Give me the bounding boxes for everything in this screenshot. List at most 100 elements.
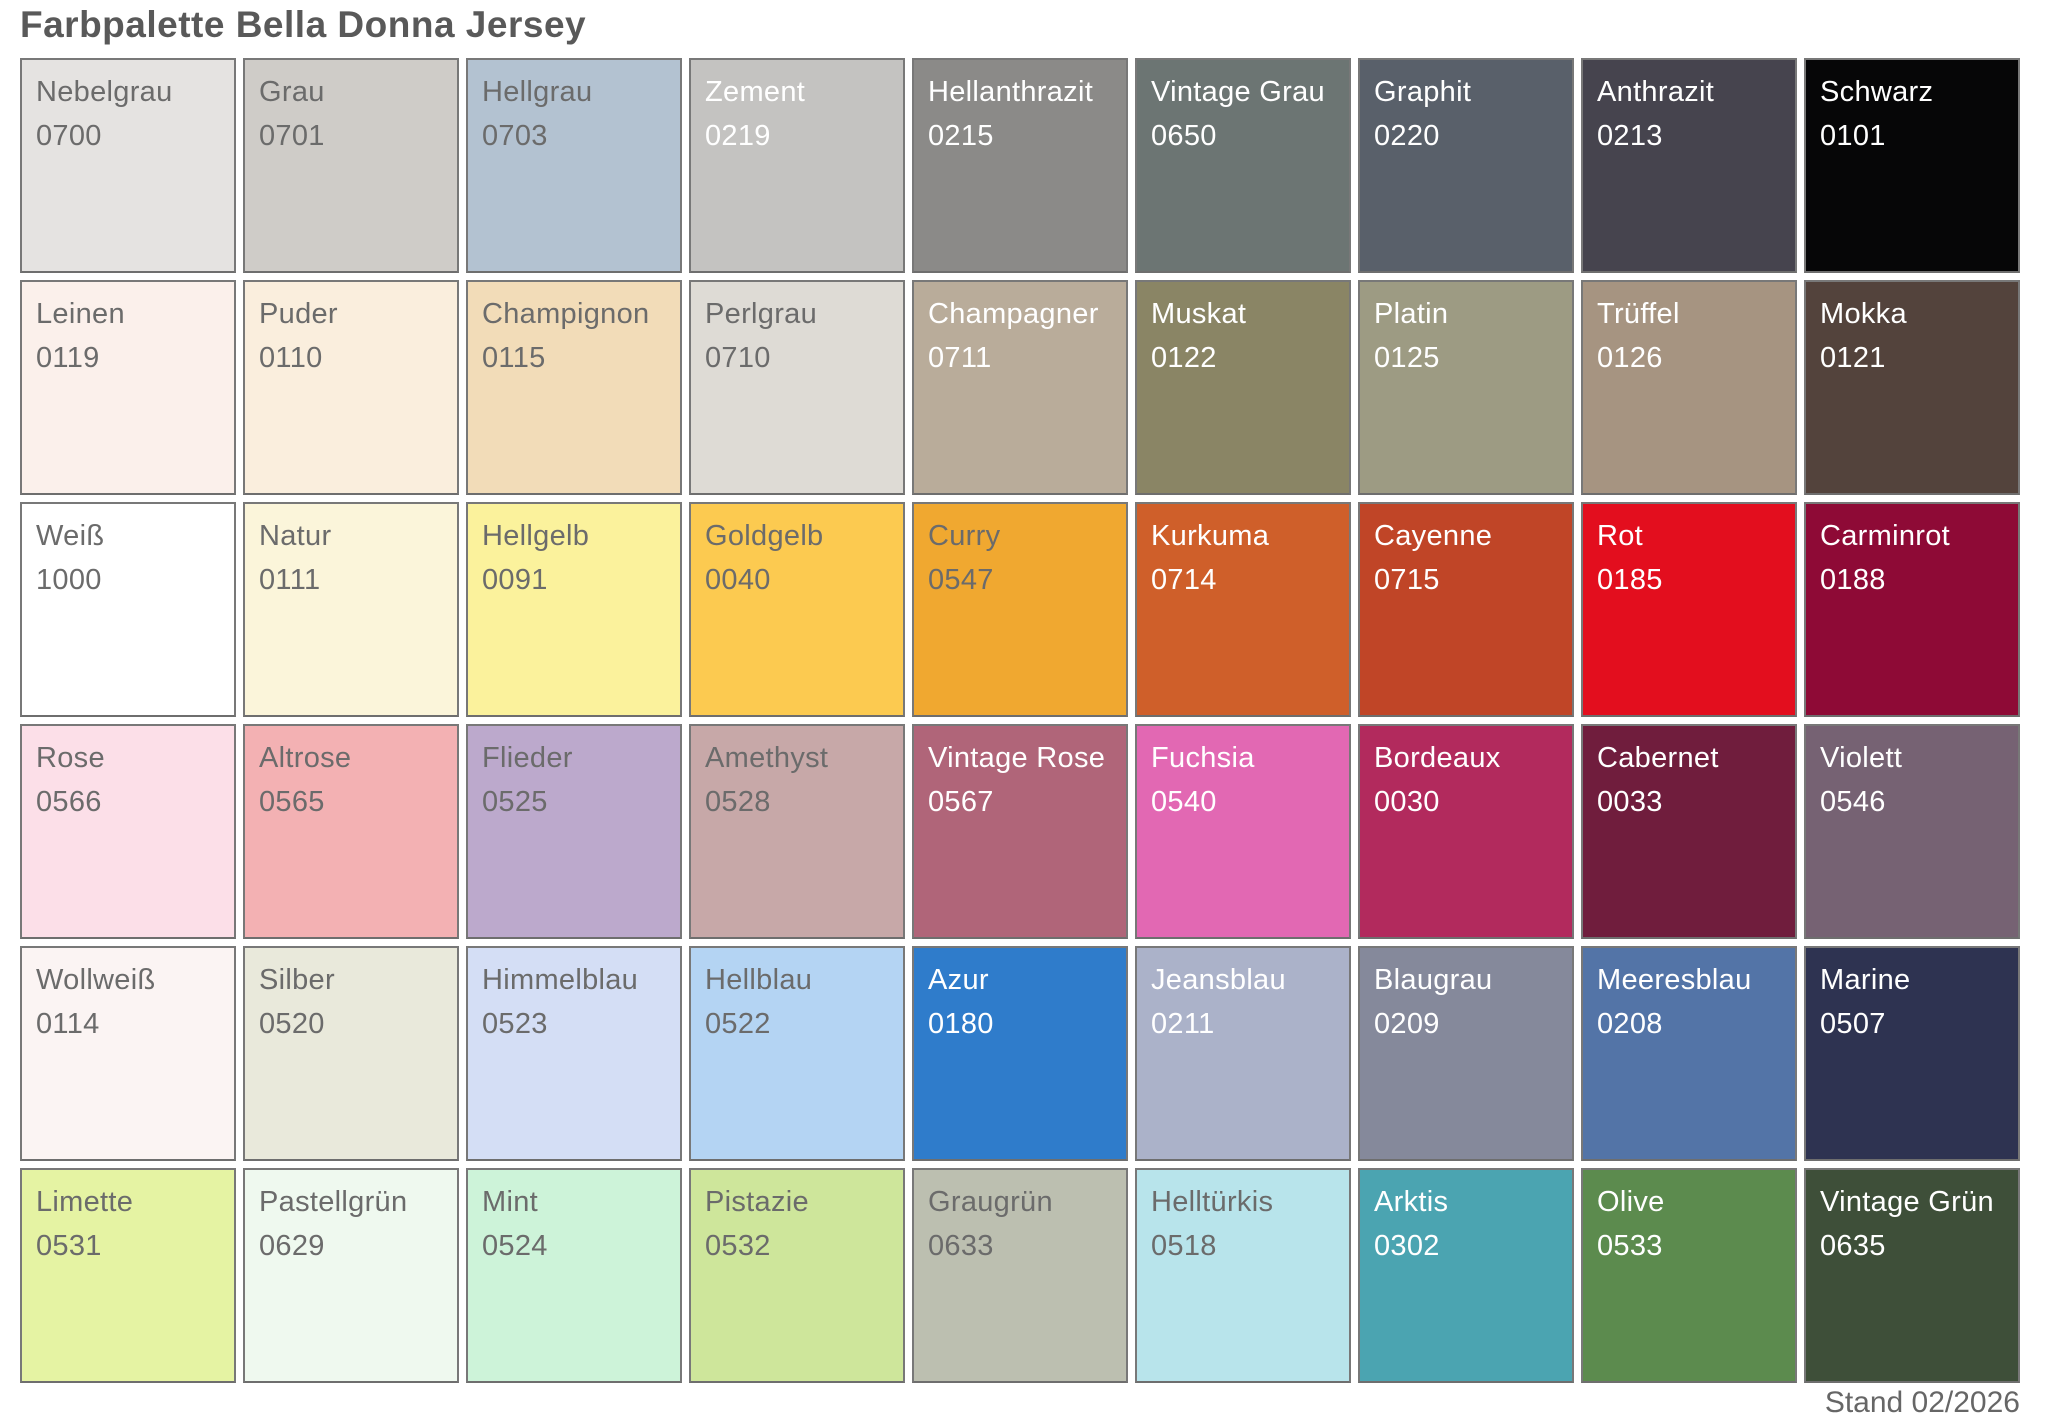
swatch-code: 0215 bbox=[928, 120, 994, 152]
swatch-name: Hellgelb bbox=[482, 520, 590, 552]
swatch-name: Grau bbox=[259, 76, 325, 108]
swatch-name: Muskat bbox=[1151, 298, 1247, 330]
swatch-code: 0547 bbox=[928, 564, 994, 596]
swatch-name: Hellanthrazit bbox=[928, 76, 1094, 108]
swatch-code: 0518 bbox=[1151, 1230, 1217, 1262]
swatch-code: 0111 bbox=[259, 564, 321, 596]
swatch-0540: Fuchsia 0540 bbox=[1135, 724, 1351, 939]
swatch-name: Vintage Grau bbox=[1151, 76, 1325, 108]
swatch-0522: Hellblau 0522 bbox=[689, 946, 905, 1161]
page-title: Farbpalette Bella Donna Jersey bbox=[20, 4, 587, 45]
palette-grid: Nebelgrau 0700 Grau 0701 Hellgrau 0703 Zement 0… bbox=[20, 58, 2020, 1383]
swatch-0714: Kurkuma 0714 bbox=[1135, 502, 1351, 717]
swatch-code: 0220 bbox=[1374, 120, 1440, 152]
swatch-code: 0528 bbox=[705, 786, 771, 818]
swatch-code: 0567 bbox=[928, 786, 994, 818]
swatch-code: 0532 bbox=[705, 1230, 771, 1262]
swatch-0040: Goldgelb 0040 bbox=[689, 502, 905, 717]
swatch-0114: Wollweiß 0114 bbox=[20, 946, 236, 1161]
swatch-name: Kurkuma bbox=[1151, 520, 1270, 552]
swatch-code: 0091 bbox=[482, 564, 548, 596]
swatch-name: Pastellgrün bbox=[259, 1186, 408, 1218]
swatch-code: 0110 bbox=[259, 342, 323, 374]
swatch-code: 0546 bbox=[1820, 786, 1886, 818]
swatch-0215: Hellanthrazit 0215 bbox=[912, 58, 1128, 273]
swatch-name: Bordeaux bbox=[1374, 742, 1501, 774]
swatch-name: Zement bbox=[705, 76, 806, 108]
swatch-0115: Champignon 0115 bbox=[466, 280, 682, 495]
swatch-code: 0219 bbox=[705, 120, 771, 152]
footer-date-label: Stand 02/2026 bbox=[1824, 1386, 2020, 1419]
swatch-name: Vintage Rose bbox=[928, 742, 1106, 774]
swatch-name: Azur bbox=[928, 964, 989, 996]
swatch-name: Carminrot bbox=[1820, 520, 1950, 552]
swatch-code: 0213 bbox=[1597, 120, 1663, 152]
swatch-name: Limette bbox=[36, 1186, 134, 1218]
swatch-0533: Olive 0533 bbox=[1581, 1168, 1797, 1383]
swatch-name: Hellblau bbox=[705, 964, 813, 996]
swatch-code: 0119 bbox=[36, 342, 100, 374]
swatch-0219: Zement 0219 bbox=[689, 58, 905, 273]
swatch-0125: Platin 0125 bbox=[1358, 280, 1574, 495]
swatch-name: Mokka bbox=[1820, 298, 1907, 330]
swatch-code: 0125 bbox=[1374, 342, 1440, 374]
swatch-code: 0700 bbox=[36, 120, 102, 152]
swatch-0547: Curry 0547 bbox=[912, 502, 1128, 717]
swatch-name: Cayenne bbox=[1374, 520, 1493, 552]
swatch-0302: Arktis 0302 bbox=[1358, 1168, 1574, 1383]
swatch-name: Goldgelb bbox=[705, 520, 824, 552]
swatch-name: Himmelblau bbox=[482, 964, 639, 996]
swatch-0220: Graphit 0220 bbox=[1358, 58, 1574, 273]
swatch-0122: Muskat 0122 bbox=[1135, 280, 1351, 495]
swatch-code: 0115 bbox=[482, 342, 546, 374]
swatch-code: 0533 bbox=[1597, 1230, 1663, 1262]
swatch-0101: Schwarz 0101 bbox=[1804, 58, 2020, 273]
swatch-name: Platin bbox=[1374, 298, 1449, 330]
swatch-code: 0525 bbox=[482, 786, 548, 818]
swatch-code: 0126 bbox=[1597, 342, 1663, 374]
swatch-0546: Violett 0546 bbox=[1804, 724, 2020, 939]
swatch-code: 0650 bbox=[1151, 120, 1217, 152]
swatch-name: Graphit bbox=[1374, 76, 1472, 108]
swatch-name: Marine bbox=[1820, 964, 1911, 996]
swatch-code: 0701 bbox=[259, 120, 325, 152]
swatch-name: Natur bbox=[259, 520, 332, 552]
swatch-code: 0208 bbox=[1597, 1008, 1663, 1040]
swatch-code: 0033 bbox=[1597, 786, 1663, 818]
swatch-code: 0629 bbox=[259, 1230, 325, 1262]
swatch-0523: Himmelblau 0523 bbox=[466, 946, 682, 1161]
swatch-name: Vintage Grün bbox=[1820, 1186, 1994, 1218]
swatch-0710: Perlgrau 0710 bbox=[689, 280, 905, 495]
swatch-0180: Azur 0180 bbox=[912, 946, 1128, 1161]
swatch-0121: Mokka 0121 bbox=[1804, 280, 2020, 495]
swatch-name: Violett bbox=[1820, 742, 1903, 774]
swatch-name: Olive bbox=[1597, 1186, 1665, 1218]
swatch-name: Mint bbox=[482, 1186, 538, 1218]
swatch-code: 0101 bbox=[1820, 120, 1886, 152]
swatch-0711: Champagner 0711 bbox=[912, 280, 1128, 495]
swatch-0126: Trüffel 0126 bbox=[1581, 280, 1797, 495]
swatch-code: 0565 bbox=[259, 786, 325, 818]
swatch-0633: Graugrün 0633 bbox=[912, 1168, 1128, 1383]
swatch-0208: Meeresblau 0208 bbox=[1581, 946, 1797, 1161]
swatch-code: 0209 bbox=[1374, 1008, 1440, 1040]
swatch-0528: Amethyst 0528 bbox=[689, 724, 905, 939]
swatch-0703: Hellgrau 0703 bbox=[466, 58, 682, 273]
swatch-code: 0703 bbox=[482, 120, 548, 152]
swatch-name: Rose bbox=[36, 742, 105, 774]
swatch-code: 0180 bbox=[928, 1008, 994, 1040]
swatch-code: 0635 bbox=[1820, 1230, 1886, 1262]
swatch-name: Champagner bbox=[928, 298, 1099, 330]
swatch-name: Perlgrau bbox=[705, 298, 818, 330]
swatch-name: Jeansblau bbox=[1151, 964, 1286, 996]
swatch-name: Anthrazit bbox=[1597, 76, 1715, 108]
swatch-name: Trüffel bbox=[1597, 298, 1680, 330]
swatch-0030: Bordeaux 0030 bbox=[1358, 724, 1574, 939]
swatch-name: Cabernet bbox=[1597, 742, 1719, 774]
swatch-0531: Limette 0531 bbox=[20, 1168, 236, 1383]
swatch-0110: Puder 0110 bbox=[243, 280, 459, 495]
swatch-name: Champignon bbox=[482, 298, 650, 330]
swatch-name: Graugrün bbox=[928, 1186, 1053, 1218]
swatch-code: 0710 bbox=[705, 342, 771, 374]
swatch-name: Meeresblau bbox=[1597, 964, 1752, 996]
